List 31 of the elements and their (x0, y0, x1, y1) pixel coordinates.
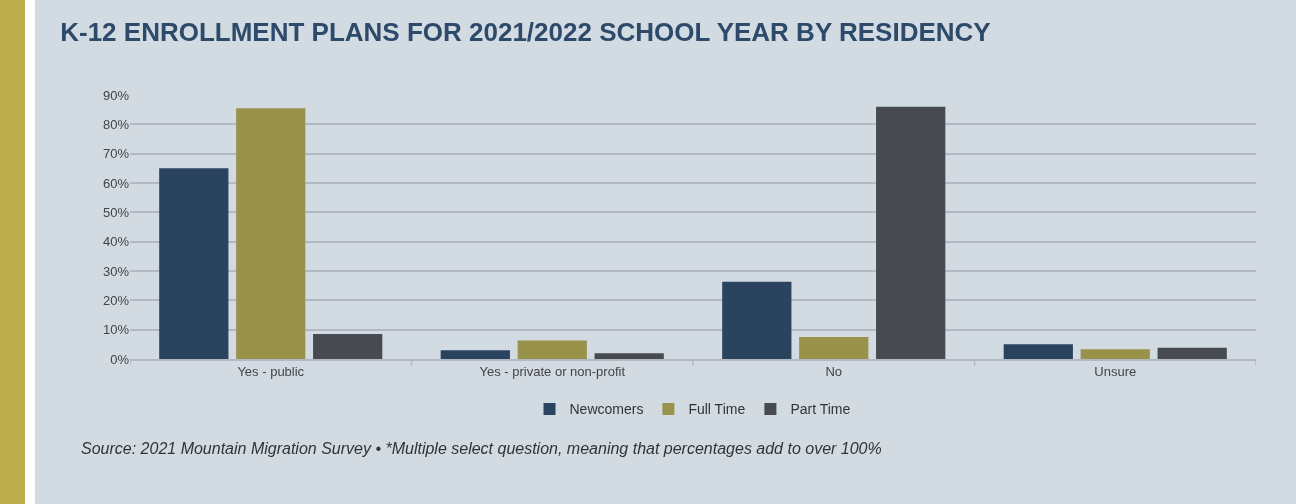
x-tick-label: No (825, 364, 843, 380)
bar (1080, 349, 1150, 359)
x-tick-label: Yes - public (237, 364, 305, 380)
legend-label: Newcomers (569, 401, 644, 418)
y-tick-label: 30% (102, 263, 130, 279)
legend-label: Full Time (688, 401, 746, 418)
bar (159, 168, 229, 359)
chart-title: K-12 ENROLLMENT PLANS FOR 2021/2022 SCHOOL YEAR BY RESIDENCY (60, 16, 991, 47)
bar (594, 353, 664, 359)
source-note: Source: 2021 Mountain Migration Survey • *Multiple select question, meaning that percentages add to over 100% (81, 440, 882, 457)
bar (440, 350, 510, 359)
bar (517, 340, 587, 359)
y-tick-label: 0% (110, 351, 130, 367)
y-tick-label: 20% (102, 292, 130, 308)
bar (722, 281, 792, 359)
bar (799, 337, 869, 359)
bar (236, 108, 306, 359)
bar (876, 106, 946, 359)
y-tick-label: 50% (102, 204, 130, 220)
y-tick-label: 40% (102, 234, 130, 250)
y-tick-label: 10% (102, 322, 130, 338)
x-tick-label: Unsure (1094, 364, 1137, 380)
bar (1003, 344, 1073, 359)
y-tick-label: 90% (102, 87, 130, 103)
legend-label: Part Time (790, 401, 851, 418)
y-tick-label: 60% (102, 175, 130, 191)
bar (1157, 347, 1227, 359)
y-tick-label: 80% (102, 116, 130, 132)
y-tick-label: 70% (102, 146, 130, 162)
x-tick-label: Yes - private or non-profit (479, 364, 626, 380)
bar (313, 334, 383, 359)
